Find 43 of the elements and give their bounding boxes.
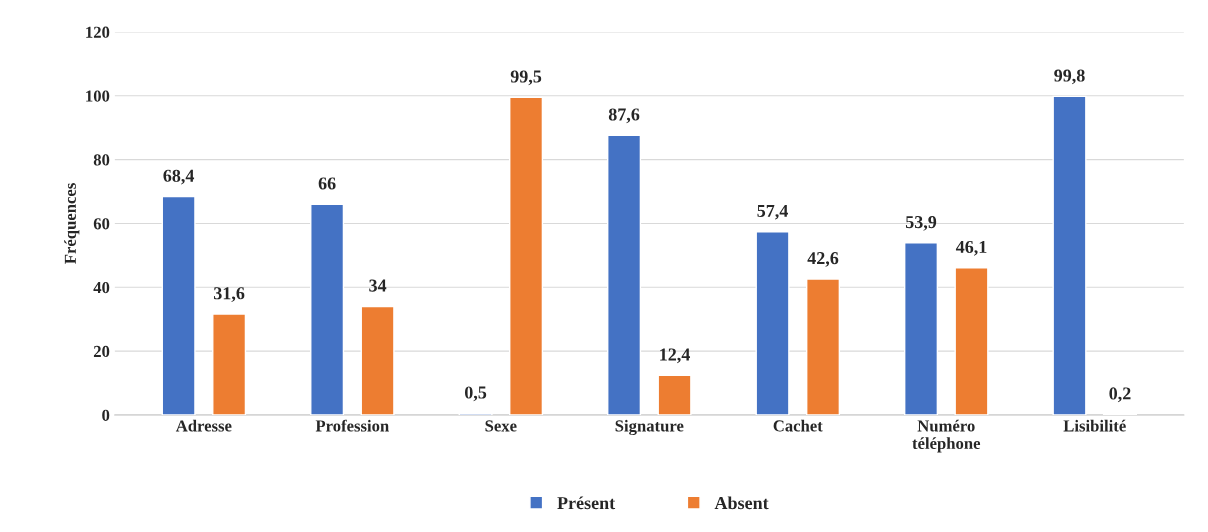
data-label: 53,9	[905, 216, 937, 231]
y-tick-label: 100	[86, 90, 110, 102]
x-tick-label: Numéro téléphone	[912, 419, 981, 453]
data-label: 12,4	[660, 348, 691, 364]
bar	[360, 305, 395, 415]
data-label: 31,6	[213, 287, 245, 302]
data-label: 46,1	[955, 240, 987, 256]
x-tick-label: Sexe	[485, 420, 517, 432]
legend-label: Absent	[714, 496, 769, 510]
data-label: 99,5	[510, 70, 542, 86]
bar	[212, 313, 247, 415]
data-label: 66	[318, 177, 336, 190]
bar	[1052, 95, 1087, 415]
data-label: 0,2	[1109, 387, 1131, 403]
x-tick-label: Cachet	[773, 419, 823, 432]
x-tick-label: Adresse	[175, 419, 232, 432]
x-tick-label: Lisibilité	[1063, 419, 1126, 432]
y-tick-label: 20	[93, 345, 110, 358]
data-label: 99,8	[1054, 69, 1085, 85]
y-tick-label: 40	[93, 281, 110, 294]
data-label: 87,6	[608, 108, 640, 124]
bar	[954, 267, 989, 415]
bar	[657, 374, 692, 415]
legend-label: Présent	[557, 496, 616, 510]
y-tick-label: 80	[93, 154, 110, 166]
y-tick-label: 120	[86, 26, 110, 38]
data-label: 34	[369, 279, 387, 292]
y-tick-label: 60	[93, 218, 110, 230]
data-label: 57,4	[757, 204, 788, 220]
bar	[755, 231, 790, 415]
bar	[607, 134, 642, 415]
x-tick-label: Signature	[615, 419, 684, 436]
bar	[805, 278, 841, 415]
data-label: 42,6	[807, 252, 839, 267]
bar	[161, 195, 196, 415]
y-axis-title: Fréquences	[64, 183, 80, 264]
y-tick-label: 0	[102, 409, 110, 421]
bar	[509, 96, 544, 415]
data-label: 68,4	[163, 169, 195, 185]
bar	[310, 203, 345, 415]
x-tick-label: Profession	[315, 419, 389, 432]
data-label: 0,5	[464, 386, 487, 402]
bar	[903, 242, 939, 415]
